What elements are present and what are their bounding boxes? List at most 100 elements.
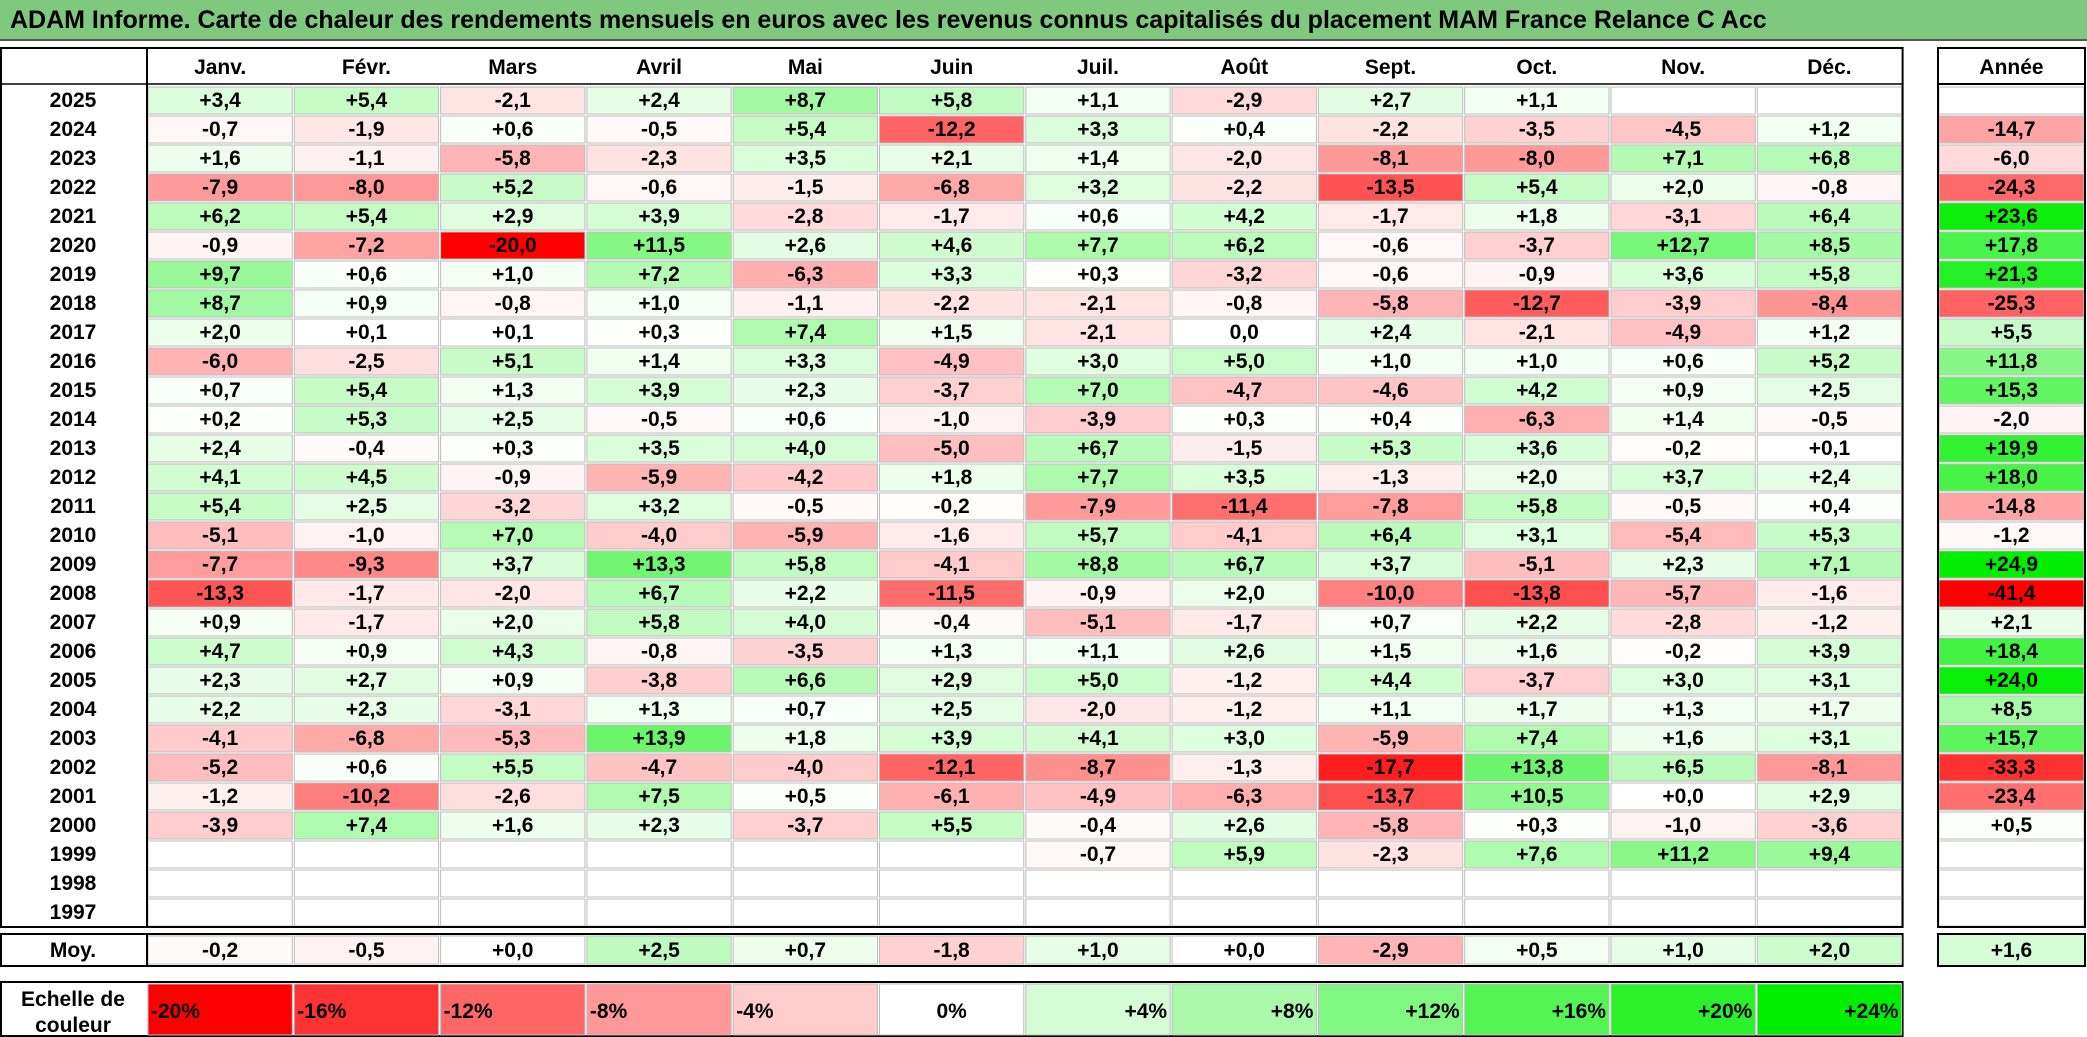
heatmap-cell [1464,318,1610,347]
heatmap-cell [147,811,293,840]
cell-value: +3,5 [785,147,827,170]
heatmap-cell [293,260,440,289]
heatmap-cell [1317,840,1464,869]
cell-value: -1,9 [348,118,384,141]
cell-value: -5,2 [202,756,238,779]
cell-value: -6,3 [1226,785,1262,808]
year-label: 1999 [50,843,97,866]
heatmap-cell [879,115,1025,144]
cell-value: -3,9 [202,814,238,837]
heatmap-cell [1317,637,1464,666]
heatmap-cell [1025,231,1171,260]
cell-value: +4,2 [1224,205,1265,228]
cell-value: +11,2 [1657,843,1709,866]
cell-value: +5,8 [931,89,973,112]
cell-value: +3,9 [638,205,679,228]
heatmap-cell [293,289,440,318]
cell-value: +2,3 [346,698,387,721]
scale-step-label: +20% [1698,1000,1753,1023]
cell-value: -0,4 [934,611,971,634]
heatmap-cell [293,898,440,927]
heatmap-cell [147,376,293,405]
heatmap-cell [879,144,1025,173]
cell-value: +0,9 [346,640,387,663]
cell-value: -2,5 [348,350,385,373]
cell-value: +8,8 [1077,553,1119,576]
year-total-value: +24,0 [1985,669,2038,692]
heatmap-cell [1464,637,1610,666]
heatmap-cell [293,666,440,695]
heatmap-cell [879,869,1025,898]
cell-value: +2,3 [785,379,826,402]
year-total-cell [1938,753,2085,782]
heatmap-cell [1171,347,1317,376]
heatmap-cell [1610,144,1756,173]
year-total-value: +15,3 [1985,379,2038,402]
cell-value: +3,3 [1077,118,1118,141]
cell-value: +6,5 [1662,756,1704,779]
heatmap-cell [1610,231,1756,260]
cell-value: -4,1 [202,727,239,750]
cell-value: -6,3 [787,263,823,286]
cell-value: -5,8 [1372,292,1409,315]
heatmap-cell [1756,434,1903,463]
cell-value: -12,1 [928,756,976,779]
cell-value: -8,0 [348,176,384,199]
year-total-cell [1938,550,2085,579]
year-total-value: -14,7 [1988,118,2036,141]
cell-value: -2,1 [1519,321,1556,344]
month-header: Févr. [342,56,391,79]
cell-value: +2,9 [931,669,972,692]
cell-value: +5,0 [1077,669,1118,692]
heatmap-cell [440,898,586,927]
cell-value: +5,1 [492,350,534,373]
heatmap-cell [1317,376,1464,405]
scale-step-label: +8% [1271,1000,1314,1023]
heatmap-cell [1756,608,1903,637]
cell-value: +1,1 [1077,640,1119,663]
cell-value: +9,7 [199,263,240,286]
cell-value: +1,7 [1809,698,1850,721]
heatmap-cell [1171,782,1317,811]
cell-value: +1,8 [785,727,827,750]
cell-value: +7,4 [785,321,827,344]
cell-value: -0,9 [1519,263,1555,286]
cell-value: +4,4 [1370,669,1412,692]
heatmap-cell [1464,173,1610,202]
cell-value: -1,2 [1226,669,1262,692]
cell-value: +13,8 [1510,756,1563,779]
cell-value: -0,5 [1665,495,1702,518]
cell-value: +5,4 [346,379,388,402]
heatmap-cell [1025,869,1171,898]
cell-value: +0,3 [492,437,533,460]
heatmap-cell [1317,289,1464,318]
cell-value: -2,8 [787,205,824,228]
average-value: +0,0 [492,939,533,962]
heatmap-cell [732,898,879,927]
cell-value: +1,1 [1370,698,1412,721]
heatmap-cell [440,144,586,173]
heatmap-cell [293,405,440,434]
heatmap-cell [440,608,586,637]
cell-value: -2,1 [1080,321,1117,344]
heatmap-cell [1025,463,1171,492]
heatmap-cell [147,347,293,376]
cell-value: -7,8 [1372,495,1409,518]
cell-value: +10,5 [1510,785,1563,808]
heatmap-cell [1317,86,1464,115]
heatmap-cell [1610,579,1756,608]
cell-value: +6,2 [199,205,240,228]
heatmap-cell [1610,492,1756,521]
year-total-cell [1938,724,2085,753]
heatmap-cell [1171,724,1317,753]
heatmap-cell [879,898,1025,927]
heatmap-cell [1317,492,1464,521]
average-value: +1,0 [1077,939,1118,962]
cell-value: +2,9 [1809,785,1850,808]
cell-value: +1,0 [1516,350,1557,373]
scale-swatch [732,983,879,1036]
heatmap-cell [440,550,586,579]
cell-value: -4,1 [1226,524,1263,547]
heatmap-cell [1171,550,1317,579]
heatmap-cell [1171,492,1317,521]
